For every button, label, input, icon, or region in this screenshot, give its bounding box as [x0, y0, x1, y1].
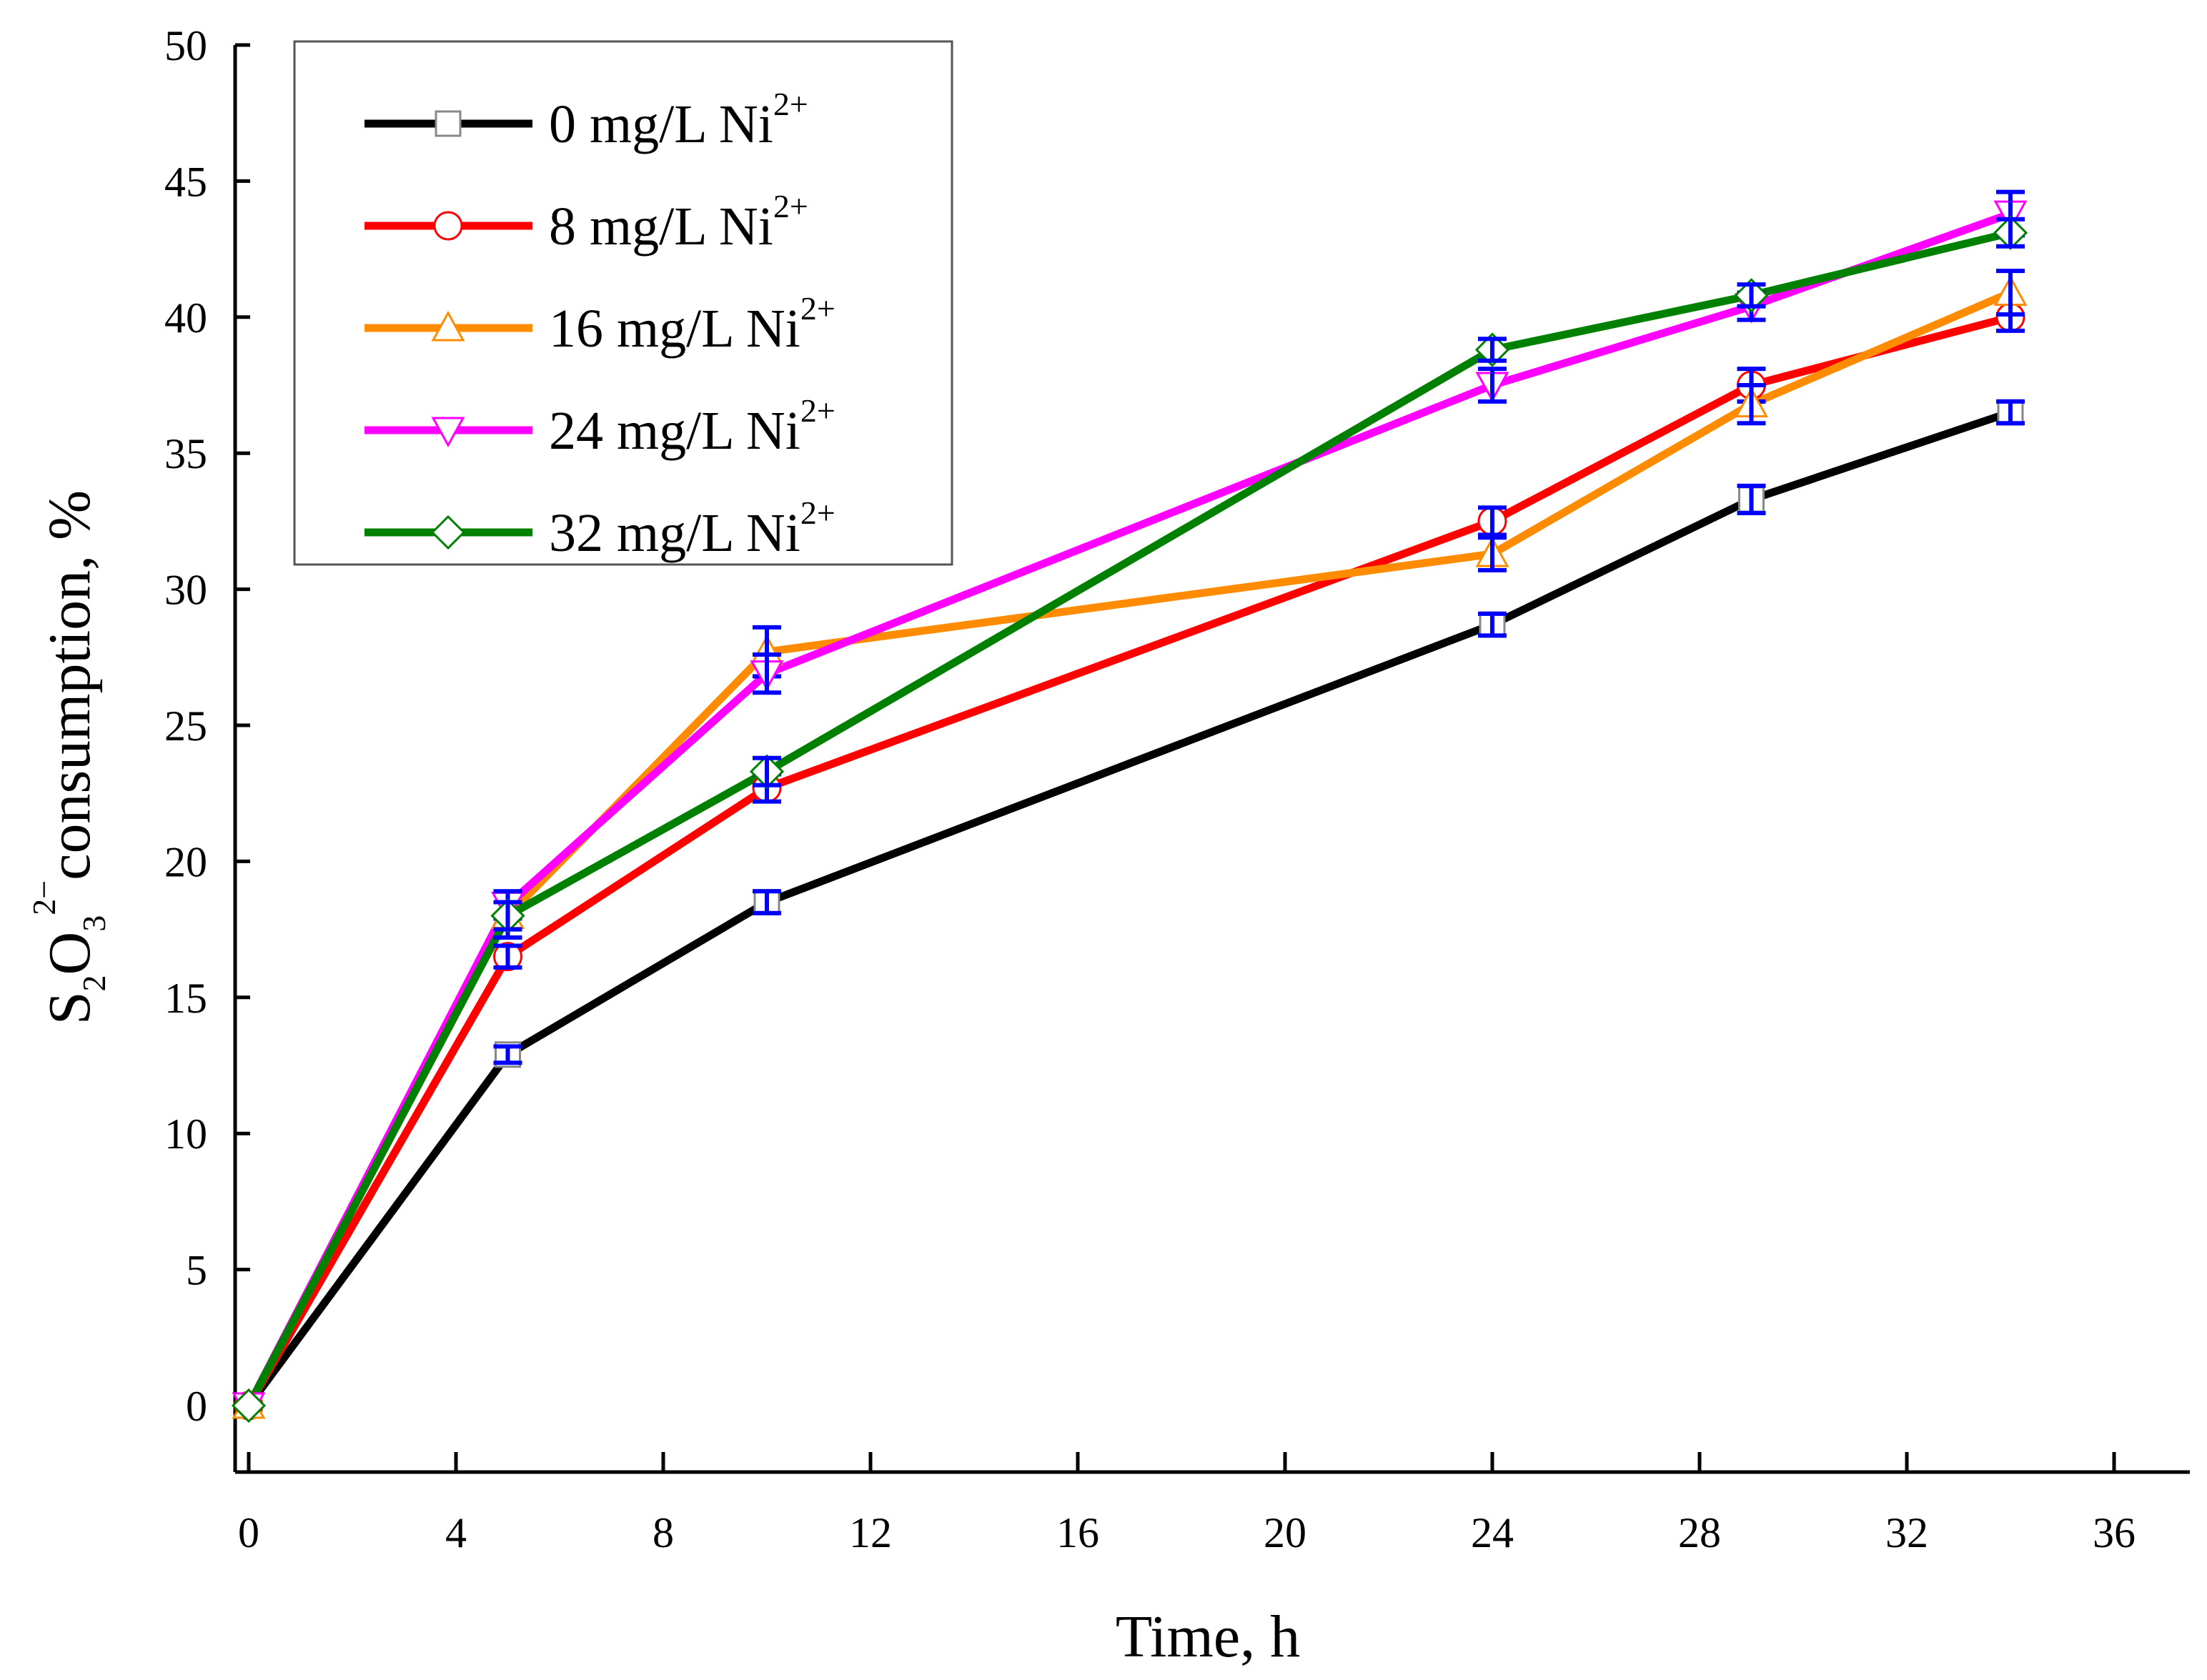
- y-title-sub1: 2: [76, 975, 112, 991]
- legend: 0 mg/L Ni2+8 mg/L Ni2+16 mg/L Ni2+24 mg/…: [293, 40, 953, 566]
- y-tick-label: 40: [164, 294, 207, 342]
- y-title-sub2: 3: [76, 915, 112, 932]
- legend-label: 24 mg/L Ni2+: [549, 392, 835, 461]
- y-tick-label: 0: [186, 1383, 207, 1430]
- legend-label-text: 8 mg/L Ni: [549, 197, 773, 257]
- legend-label: 0 mg/L Ni2+: [549, 86, 808, 154]
- legend-label-sup: 2+: [773, 188, 808, 224]
- legend-label-text: 16 mg/L Ni: [549, 299, 800, 359]
- series-points-4: [231, 215, 2028, 1423]
- series-0: [245, 408, 2012, 1408]
- series-line: [245, 229, 2012, 1408]
- legend-label-sup: 2+: [800, 392, 835, 429]
- legend-marker: [433, 211, 463, 241]
- legend-label-sup: 2+: [800, 494, 835, 531]
- legend-marker: [430, 515, 466, 550]
- legend-label-sup: 2+: [773, 86, 808, 122]
- series-line: [245, 313, 2012, 1408]
- plot-area: [231, 189, 2028, 1423]
- x-tick-label: 8: [653, 1509, 674, 1556]
- y-title-text: consumption, %: [36, 490, 103, 880]
- y-title-mid: O: [36, 932, 103, 975]
- y-tick-label: 5: [186, 1247, 207, 1294]
- legend-label-sup: 2+: [800, 290, 835, 327]
- data-point: [231, 1388, 267, 1423]
- y-ticks: 0 5 10 15 20 25 30 35 40 45 50: [164, 22, 250, 1430]
- legend-label: 32 mg/L Ni2+: [549, 494, 835, 563]
- x-tick-label: 16: [1056, 1509, 1099, 1556]
- y-tick-label: 30: [164, 567, 207, 614]
- legend-label-text: 0 mg/L Ni: [549, 94, 773, 154]
- x-tick-label: 36: [2093, 1509, 2136, 1556]
- x-tick-label: 24: [1471, 1509, 1514, 1556]
- legend-marker: [431, 417, 465, 448]
- x-tick-label: 28: [1678, 1509, 1721, 1556]
- y-axis-title: S2O3 2−consumption, %: [26, 490, 112, 1025]
- legend-label: 8 mg/L Ni2+: [549, 188, 808, 257]
- y-title-base: S: [36, 991, 103, 1025]
- legend-label: 16 mg/L Ni2+: [549, 290, 835, 359]
- x-tick-label: 12: [849, 1509, 892, 1556]
- series-line: [245, 209, 2012, 1408]
- y-tick-label: 10: [164, 1110, 207, 1158]
- y-tick-label: 25: [164, 702, 207, 750]
- series-line: [245, 408, 2012, 1408]
- y-tick-label: 45: [164, 158, 207, 205]
- series-4: [245, 229, 2012, 1408]
- y-tick-label: 20: [164, 838, 207, 885]
- legend-box: [293, 40, 953, 566]
- y-tick-label: 15: [164, 975, 207, 1022]
- legend-marker: [435, 110, 462, 137]
- x-ticks: 0 4 8 12 16 20 24 28 32 36: [238, 1452, 2136, 1556]
- y-tick-label: 50: [164, 22, 207, 69]
- x-tick-label: 4: [445, 1509, 467, 1556]
- x-axis-title: Time, h: [1116, 1604, 1300, 1670]
- x-tick-label: 32: [1885, 1509, 1928, 1556]
- y-tick-label: 35: [164, 430, 207, 477]
- legend-label-text: 24 mg/L Ni: [549, 401, 800, 461]
- series-1: [245, 313, 2012, 1408]
- legend-marker: [431, 310, 465, 342]
- y-title-sup: 2−: [26, 880, 62, 915]
- series-3: [245, 209, 2012, 1408]
- x-tick-label: 20: [1264, 1509, 1306, 1556]
- x-tick-label: 0: [238, 1509, 259, 1556]
- legend-label-text: 32 mg/L Ni: [549, 503, 800, 563]
